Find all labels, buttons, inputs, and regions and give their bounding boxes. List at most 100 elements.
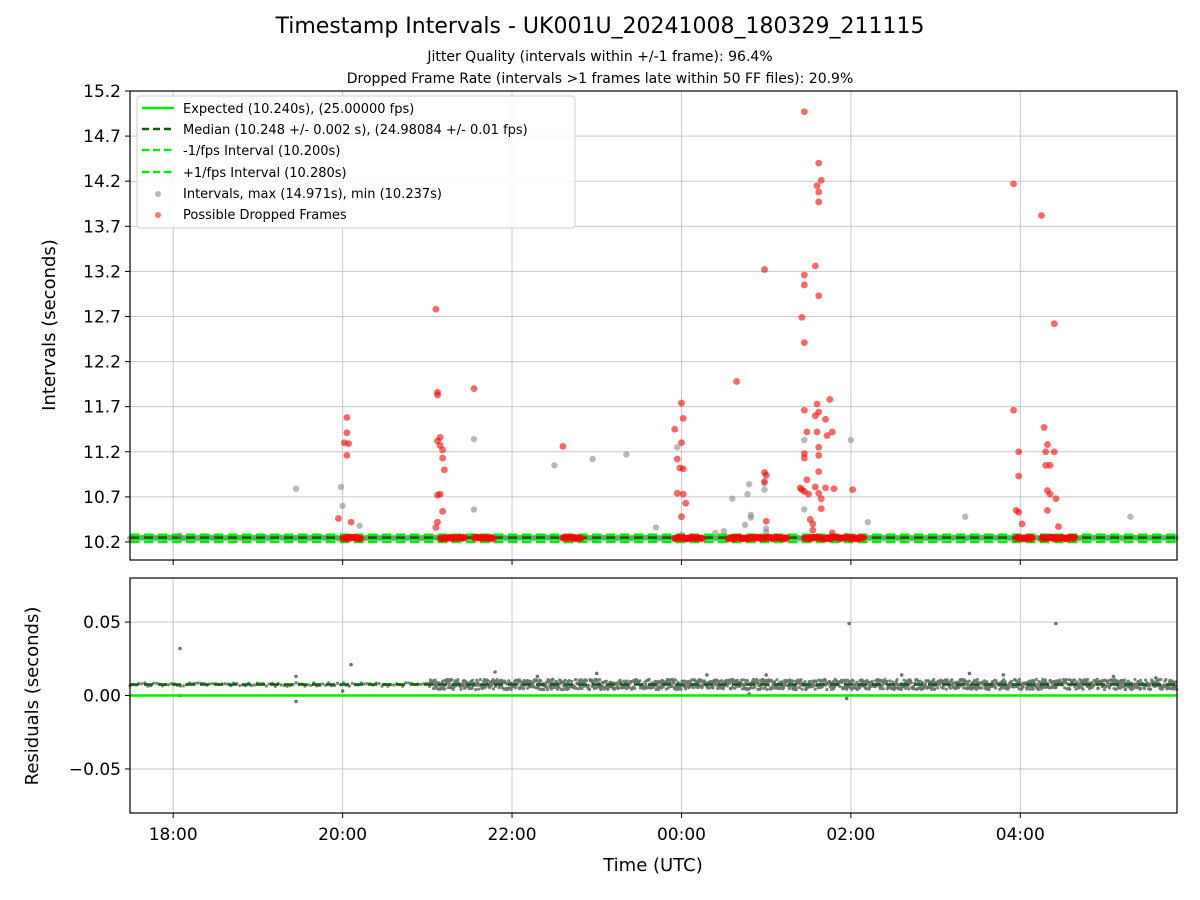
residual-point bbox=[933, 687, 937, 692]
residual-point bbox=[474, 687, 478, 692]
dropped-frame-point bbox=[1043, 441, 1051, 448]
residual-point bbox=[752, 677, 756, 681]
residual-point bbox=[881, 687, 885, 691]
residual-point bbox=[1111, 674, 1116, 679]
residual-point bbox=[673, 678, 678, 682]
residual-point bbox=[1054, 621, 1058, 626]
residual-point bbox=[1072, 678, 1077, 682]
dropped-frame-point bbox=[815, 408, 823, 416]
dropped-frame-point bbox=[817, 495, 825, 503]
residual-point bbox=[1123, 678, 1127, 682]
residual-point bbox=[1027, 679, 1031, 683]
residual-point bbox=[279, 683, 283, 687]
dropped-frame-point bbox=[1050, 320, 1058, 328]
dropped-frame-point bbox=[815, 443, 823, 451]
residual-point bbox=[594, 671, 599, 676]
residual-point bbox=[964, 679, 968, 683]
residual-point bbox=[513, 686, 517, 690]
residual-point bbox=[888, 679, 892, 683]
residual-point bbox=[967, 679, 971, 683]
residual-point bbox=[716, 686, 720, 691]
dropped-frame-point bbox=[809, 520, 817, 528]
residual-point bbox=[820, 685, 824, 689]
residual-point bbox=[1034, 677, 1038, 681]
residual-point bbox=[223, 682, 227, 686]
residual-point bbox=[994, 686, 998, 690]
residual-point bbox=[912, 687, 916, 691]
dropped-frame-point bbox=[432, 524, 440, 531]
legend-item-median: Median (10.248 +/- 0.002 s), (24.98084 +… bbox=[183, 123, 528, 138]
dropped-frame-point bbox=[803, 476, 811, 484]
residual-point bbox=[948, 686, 953, 690]
residual-point bbox=[1064, 677, 1068, 682]
residual-point bbox=[459, 687, 463, 691]
dropped-frame-point bbox=[800, 281, 808, 289]
dropped-frame-point bbox=[761, 266, 768, 273]
dropped-frame-point bbox=[783, 534, 791, 542]
dropped-frame-point bbox=[673, 455, 681, 463]
residual-point bbox=[471, 678, 475, 682]
residual-point bbox=[584, 678, 589, 683]
residual-point bbox=[1118, 686, 1122, 690]
dropped-frame-point bbox=[815, 188, 823, 196]
residual-point bbox=[1043, 678, 1048, 682]
dropped-frame-point bbox=[345, 440, 352, 448]
interval-point bbox=[744, 490, 751, 498]
residual-point bbox=[604, 679, 608, 683]
y-tick-label: 12.7 bbox=[83, 307, 121, 327]
residual-point bbox=[904, 686, 908, 690]
residual-point bbox=[1102, 687, 1107, 692]
residual-point bbox=[691, 686, 695, 690]
dropped-frame-point bbox=[815, 468, 823, 476]
residual-point bbox=[208, 682, 212, 686]
residual-point bbox=[1041, 677, 1045, 681]
residual-point bbox=[1095, 677, 1099, 682]
residual-point bbox=[365, 682, 369, 686]
residual-point bbox=[705, 673, 709, 677]
residual-point bbox=[1078, 678, 1082, 682]
dropped-frame-point bbox=[1010, 180, 1017, 188]
dropped-frame-point bbox=[800, 108, 808, 116]
residual-point bbox=[486, 678, 490, 683]
interval-point bbox=[712, 529, 719, 537]
dropped-frame-point bbox=[815, 292, 823, 300]
residual-point bbox=[864, 686, 869, 690]
dropped-frame-point bbox=[434, 391, 441, 399]
residual-point bbox=[753, 685, 757, 689]
residual-point bbox=[441, 679, 445, 683]
residual-point bbox=[294, 674, 298, 679]
interval-point bbox=[356, 522, 363, 529]
residual-point bbox=[769, 678, 774, 683]
residuals-axes-frame bbox=[129, 577, 1178, 814]
residual-point bbox=[470, 686, 474, 690]
residual-point bbox=[647, 677, 651, 682]
dropped-frame-point bbox=[1010, 406, 1017, 414]
residual-point bbox=[1031, 685, 1035, 689]
dropped-frame-point bbox=[805, 490, 812, 498]
residual-point bbox=[264, 684, 268, 688]
dropped-frame-point bbox=[460, 533, 468, 541]
residual-point bbox=[899, 673, 904, 677]
residual-point bbox=[542, 688, 546, 692]
residual-point bbox=[794, 685, 798, 689]
residual-point bbox=[813, 687, 817, 691]
residual-point bbox=[586, 683, 591, 687]
residual-point bbox=[787, 687, 791, 691]
residual-point bbox=[697, 680, 701, 684]
residual-point bbox=[932, 678, 936, 682]
residual-point bbox=[211, 681, 215, 686]
residual-point bbox=[780, 680, 784, 684]
dropped-frame-point bbox=[434, 518, 441, 526]
residual-point bbox=[238, 683, 242, 688]
residual-point bbox=[535, 679, 539, 683]
residual-point bbox=[883, 677, 887, 682]
residual-point bbox=[557, 685, 561, 689]
residual-point bbox=[1075, 680, 1079, 684]
residual-point bbox=[633, 686, 637, 690]
residual-point bbox=[1154, 676, 1158, 680]
residual-point bbox=[733, 686, 737, 690]
residual-point bbox=[461, 682, 466, 686]
dropped-frame-point bbox=[828, 529, 836, 537]
dropped-frame-point bbox=[1046, 461, 1054, 469]
residual-point bbox=[727, 681, 731, 686]
